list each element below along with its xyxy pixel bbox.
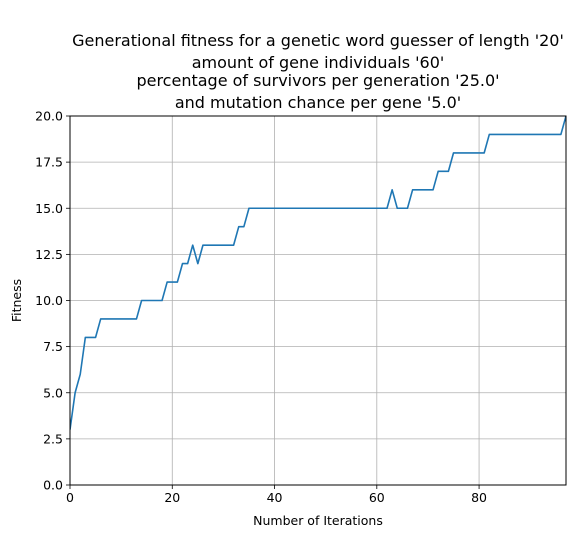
series-layer: [70, 116, 566, 430]
y-tick-label-5.0: 5.0: [43, 385, 63, 400]
title-line-4: and mutation chance per gene '5.0': [175, 93, 461, 112]
y-tick-label-2.5: 2.5: [43, 431, 63, 446]
title-line-1: Generational fitness for a genetic word …: [72, 31, 564, 50]
ticks: 0 20 40 60 80 0.0 2.5 5.0 7.5 10.0 12.5 15.0 17.5 20.…: [35, 109, 487, 506]
x-axis-label: Number of Iterations: [253, 513, 383, 528]
y-tick-label-10.0: 10.0: [35, 293, 63, 308]
y-axis-label: Fitness: [9, 279, 24, 322]
x-tick-label-60: 60: [369, 490, 385, 505]
y-tick-label-7.5: 7.5: [43, 339, 63, 354]
y-tick-label-0.0: 0.0: [43, 478, 63, 493]
series-line-1: [70, 116, 566, 430]
y-tick-label-12.5: 12.5: [35, 247, 63, 262]
x-tick-label-0: 0: [66, 490, 74, 505]
y-tick-label-15.0: 15.0: [35, 201, 63, 216]
x-tick-label-20: 20: [164, 490, 180, 505]
y-tick-label-17.5: 17.5: [35, 155, 63, 170]
x-tick-label-80: 80: [471, 490, 487, 505]
title-line-2: amount of gene individuals '60': [192, 53, 445, 72]
y-tick-label-20.0: 20.0: [35, 109, 63, 124]
title-line-3: percentage of survivors per generation '…: [136, 71, 499, 90]
x-tick-label-40: 40: [267, 490, 283, 505]
chart-title: Generational fitness for a genetic word …: [72, 31, 564, 112]
